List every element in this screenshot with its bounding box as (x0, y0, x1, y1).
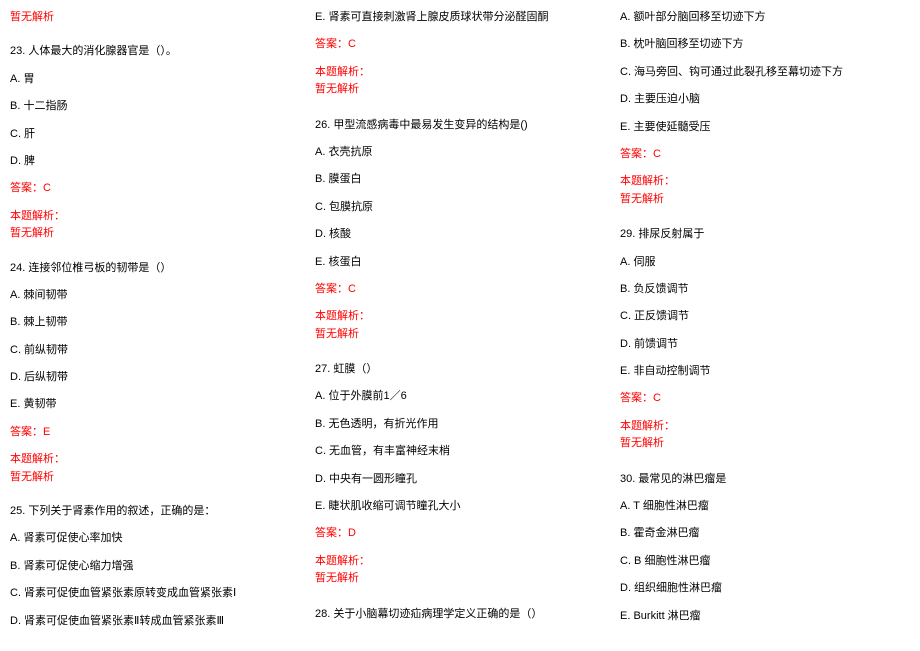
analysis-text: 暂无解析 (315, 82, 605, 97)
question-25: 25. 下列关于肾素作用的叙述，正确的是： (10, 504, 300, 519)
option-a: A. T 细胞性淋巴瘤 (620, 499, 910, 514)
analysis-label: 本题解析： (315, 309, 605, 324)
option-b: B. 肾素可促使心缩力增强 (10, 559, 300, 574)
option-c: C. 肾素可促使血管紧张素原转变成血管紧张素Ⅰ (10, 586, 300, 601)
question-24: 24. 连接邻位椎弓板的韧带是（） (10, 261, 300, 276)
analysis-label: 本题解析： (10, 209, 300, 224)
option-c: C. 海马旁回、钩可通过此裂孔移至幕切迹下方 (620, 65, 910, 80)
analysis-text: 暂无解析 (620, 436, 910, 451)
option-d: D. 前馈调节 (620, 337, 910, 352)
answer-text: 答案：C (315, 37, 605, 52)
option-c: C. 包膜抗原 (315, 200, 605, 215)
option-b: B. 十二指肠 (10, 99, 300, 114)
option-b: B. 膜蛋白 (315, 172, 605, 187)
column-3: A. 额叶部分脑回移至切迹下方 B. 枕叶脑回移至切迹下方 C. 海马旁回、钩可… (620, 10, 910, 641)
analysis-text: 暂无解析 (10, 10, 300, 25)
option-e: E. 核蛋白 (315, 255, 605, 270)
option-a: A. 额叶部分脑回移至切迹下方 (620, 10, 910, 25)
option-e: E. 肾素可直接刺激肾上腺皮质球状带分泌醛固酮 (315, 10, 605, 25)
option-a: A. 位于外膜前1／6 (315, 389, 605, 404)
analysis-label: 本题解析： (620, 174, 910, 189)
option-d: D. 脾 (10, 154, 300, 169)
analysis-text: 暂无解析 (315, 571, 605, 586)
analysis-text: 暂无解析 (10, 470, 300, 485)
option-c: C. B 细胞性淋巴瘤 (620, 554, 910, 569)
answer-text: 答案：C (620, 391, 910, 406)
option-c: C. 正反馈调节 (620, 309, 910, 324)
option-b: B. 棘上韧带 (10, 315, 300, 330)
question-29: 29. 排尿反射属于 (620, 227, 910, 242)
answer-text: 答案：C (315, 282, 605, 297)
option-d: D. 肾素可促使血管紧张素Ⅱ转成血管紧张素Ⅲ (10, 614, 300, 629)
analysis-label: 本题解析： (315, 65, 605, 80)
option-a: A. 衣壳抗原 (315, 145, 605, 160)
option-c: C. 无血管，有丰富神经末梢 (315, 444, 605, 459)
option-d: D. 主要压迫小脑 (620, 92, 910, 107)
analysis-text: 暂无解析 (620, 192, 910, 207)
option-c: C. 肝 (10, 127, 300, 142)
option-c: C. 前纵韧带 (10, 343, 300, 358)
analysis-label: 本题解析： (10, 452, 300, 467)
option-b: B. 枕叶脑回移至切迹下方 (620, 37, 910, 52)
answer-text: 答案：E (10, 425, 300, 440)
answer-text: 答案：C (620, 147, 910, 162)
analysis-text: 暂无解析 (10, 226, 300, 241)
option-a: A. 胃 (10, 72, 300, 87)
option-b: B. 负反馈调节 (620, 282, 910, 297)
answer-text: 答案：C (10, 181, 300, 196)
option-d: D. 中央有一圆形瞳孔 (315, 472, 605, 487)
option-a: A. 棘间韧带 (10, 288, 300, 303)
column-1: 暂无解析 23. 人体最大的消化腺器官是（）。 A. 胃 B. 十二指肠 C. … (10, 10, 300, 641)
analysis-text: 暂无解析 (315, 327, 605, 342)
option-e: E. Burkitt 淋巴瘤 (620, 609, 910, 624)
question-23: 23. 人体最大的消化腺器官是（）。 (10, 44, 300, 59)
answer-text: 答案：D (315, 526, 605, 541)
option-a: A. 肾素可促使心率加快 (10, 531, 300, 546)
option-d: D. 核酸 (315, 227, 605, 242)
option-e: E. 睫状肌收缩可调节瞳孔大小 (315, 499, 605, 514)
column-2: E. 肾素可直接刺激肾上腺皮质球状带分泌醛固酮 答案：C 本题解析： 暂无解析 … (315, 10, 605, 641)
question-30: 30. 最常见的淋巴瘤是 (620, 472, 910, 487)
option-e: E. 主要使延髓受压 (620, 120, 910, 135)
question-26: 26. 甲型流感病毒中最易发生变异的结构是() (315, 118, 605, 133)
option-e: E. 黄韧带 (10, 397, 300, 412)
option-a: A. 伺服 (620, 255, 910, 270)
option-d: D. 组织细胞性淋巴瘤 (620, 581, 910, 596)
option-d: D. 后纵韧带 (10, 370, 300, 385)
option-e: E. 非自动控制调节 (620, 364, 910, 379)
option-b: B. 无色透明，有折光作用 (315, 417, 605, 432)
question-28: 28. 关于小脑幕切迹疝病理学定义正确的是（） (315, 607, 605, 622)
option-b: B. 霍奇金淋巴瘤 (620, 526, 910, 541)
analysis-label: 本题解析： (315, 554, 605, 569)
analysis-label: 本题解析： (620, 419, 910, 434)
question-27: 27. 虹膜（） (315, 362, 605, 377)
